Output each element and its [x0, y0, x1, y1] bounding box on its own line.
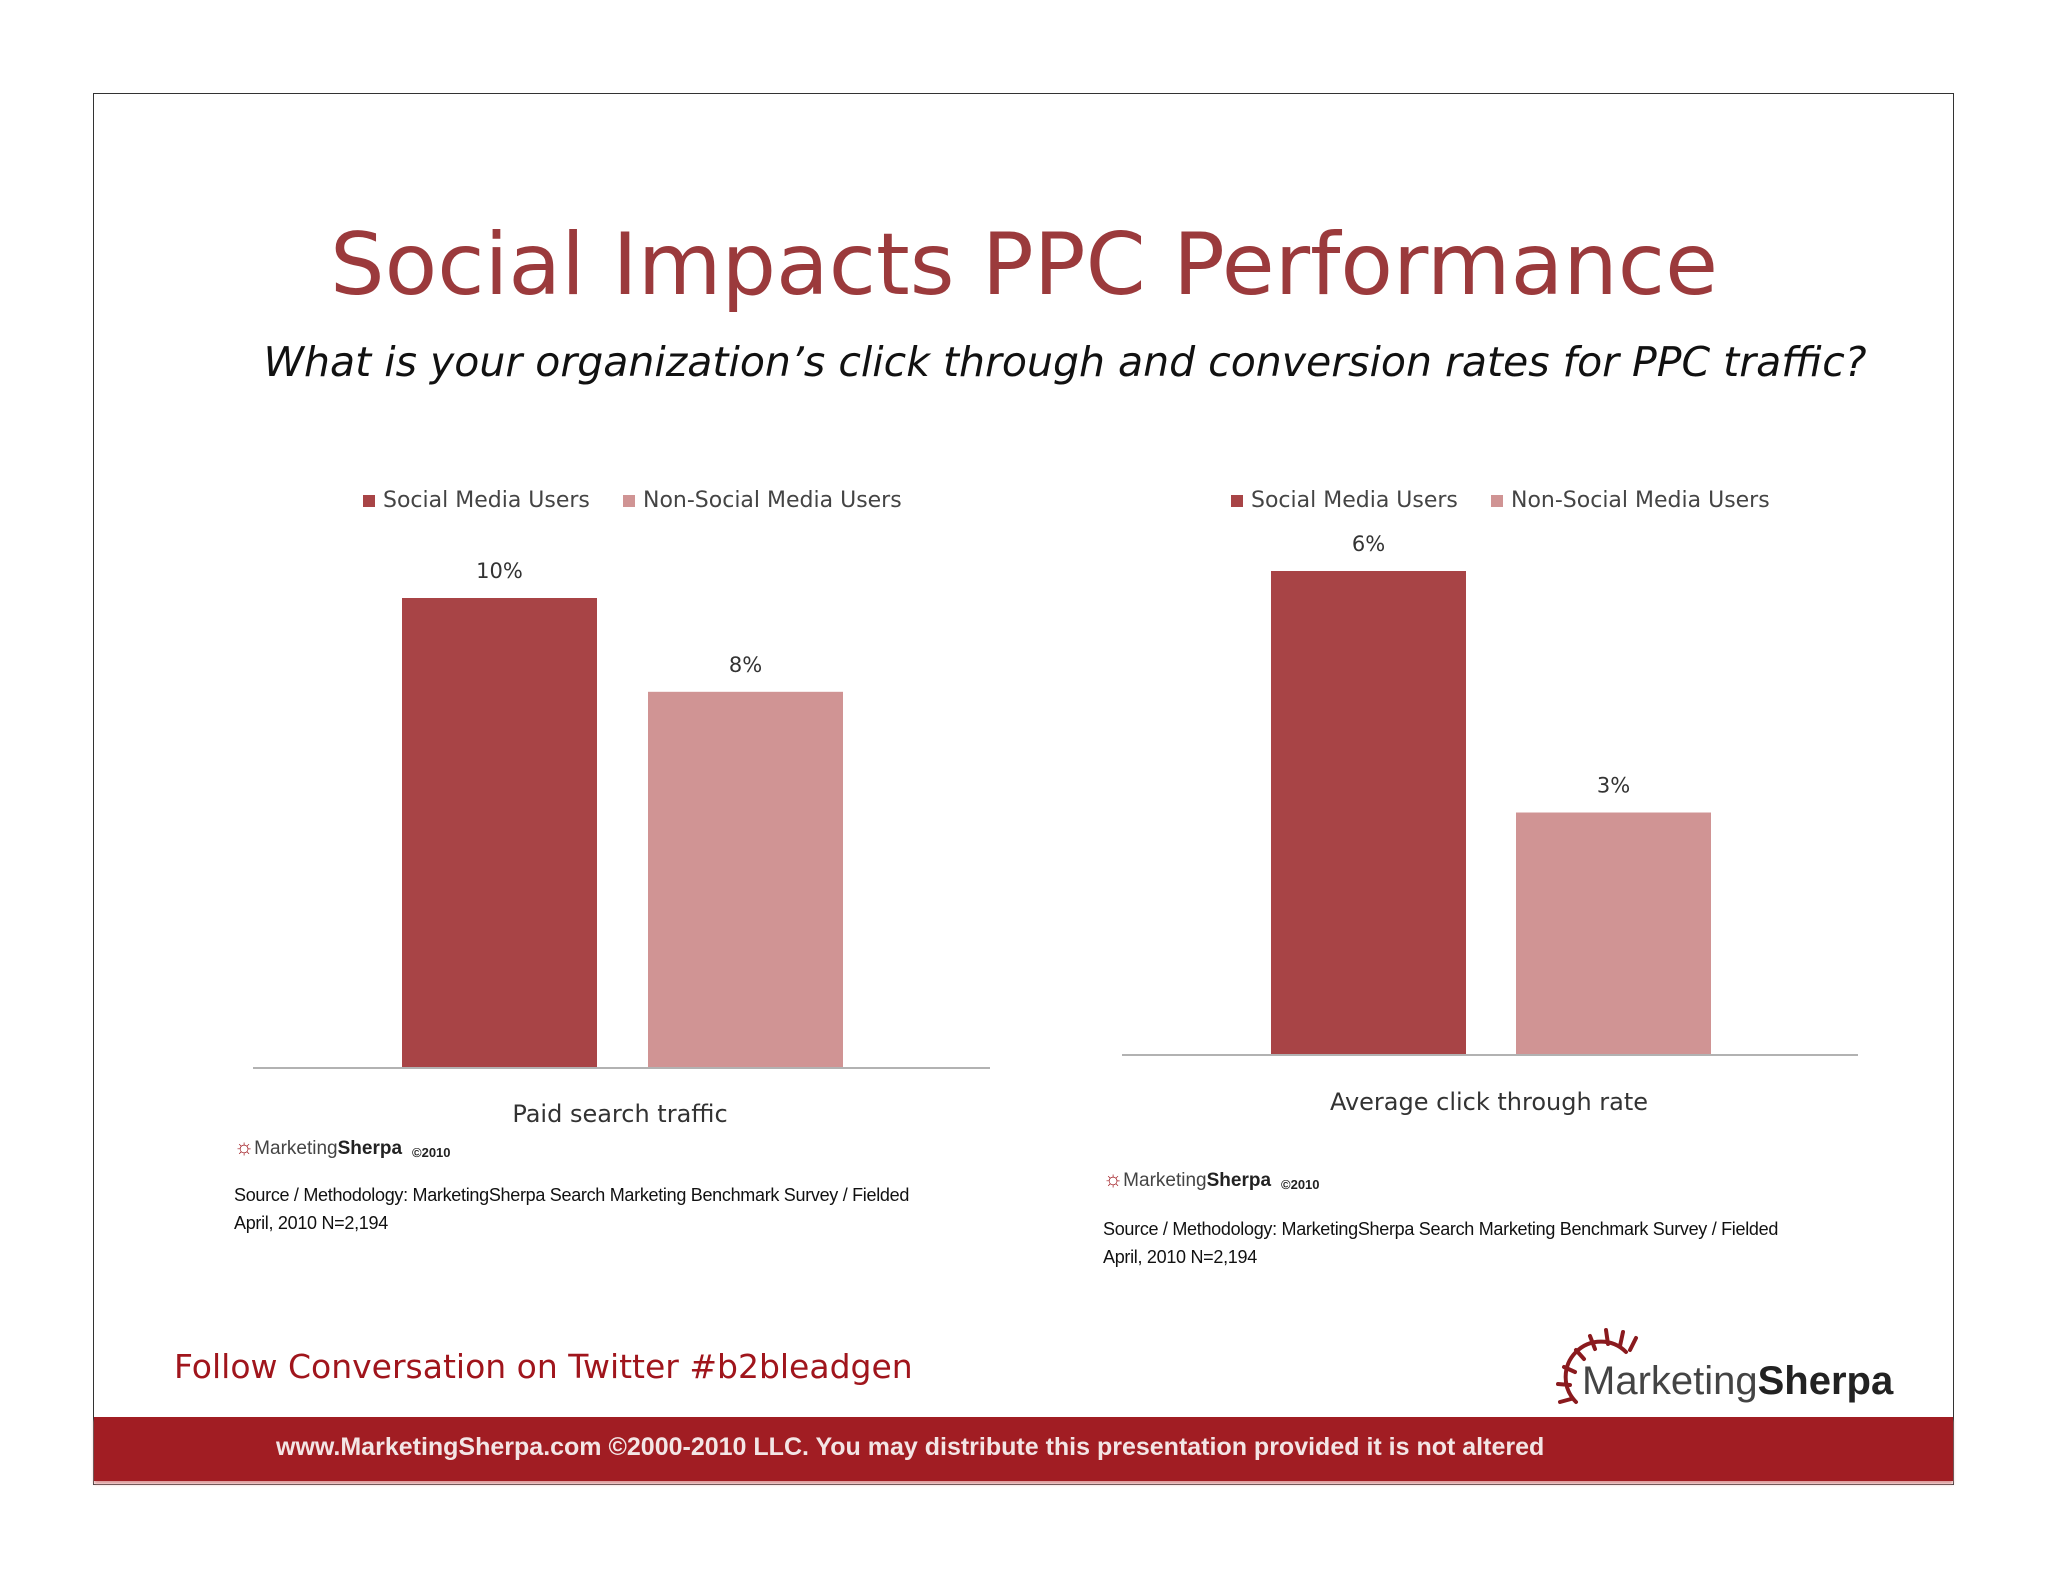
source-line-1: Source / Methodology: MarketingSherpa Se… [1103, 1219, 1779, 1239]
source-line-2: April, 2010 N=2,194 [234, 1213, 388, 1233]
legend-label: Social Media Users [383, 488, 590, 513]
sun-logo-icon: ☼ [1103, 1166, 1124, 1191]
legend-swatch [623, 495, 635, 507]
source-note-right: Source / Methodology: MarketingSherpa Se… [1103, 1215, 1778, 1271]
slide-subtitle: What is your organization’s click throug… [263, 338, 1867, 386]
twitter-callout: Follow Conversation on Twitter #b2bleadg… [174, 1347, 913, 1386]
source-line-1: Source / Methodology: MarketingSherpa Se… [234, 1185, 910, 1205]
legend-swatch [1491, 495, 1503, 507]
source-note-left: Source / Methodology: MarketingSherpa Se… [234, 1181, 909, 1237]
source-line-2: April, 2010 N=2,194 [1103, 1247, 1257, 1267]
category-label: Average click through rate [1330, 1088, 1648, 1116]
category-label: Paid search traffic [512, 1100, 727, 1128]
data-label: 10% [476, 559, 523, 583]
logo-text: MarketingSherpa [1123, 1170, 1272, 1191]
marketingsherpa-logo: MarketingSherpa [1556, 1328, 1894, 1404]
logo-text: MarketingSherpa [254, 1138, 403, 1159]
svg-text:MarketingSherpa: MarketingSherpa [1582, 1359, 1894, 1403]
bar [402, 598, 597, 1067]
legend-swatch [1231, 495, 1243, 507]
footer-text: www.MarketingSherpa.com ©2000-2010 LLC. … [276, 1433, 1545, 1461]
slide-frame [93, 93, 1954, 1485]
data-label: 8% [729, 653, 762, 677]
copyright: ©2010 [412, 1145, 451, 1160]
bar [1516, 812, 1711, 1054]
legend-label: Non-Social Media Users [643, 488, 902, 513]
legend-label: Non-Social Media Users [1511, 488, 1770, 513]
source-logo-left: ☼ MarketingSherpa ©2010 [234, 1134, 451, 1160]
footer-band: www.MarketingSherpa.com ©2000-2010 LLC. … [94, 1417, 1953, 1481]
source-logo-right: ☼ MarketingSherpa ©2010 [1103, 1166, 1320, 1192]
data-label: 6% [1352, 532, 1385, 556]
legend-swatch [363, 495, 375, 507]
copyright: ©2010 [1281, 1177, 1320, 1192]
bar [648, 691, 843, 1067]
slide-title: Social Impacts PPC Performance [330, 215, 1718, 315]
sun-rays-icon [1556, 1328, 1638, 1404]
sun-logo-icon: ☼ [234, 1134, 255, 1159]
bar [1271, 571, 1466, 1054]
legend-label: Social Media Users [1251, 488, 1458, 513]
data-label: 3% [1597, 774, 1630, 798]
